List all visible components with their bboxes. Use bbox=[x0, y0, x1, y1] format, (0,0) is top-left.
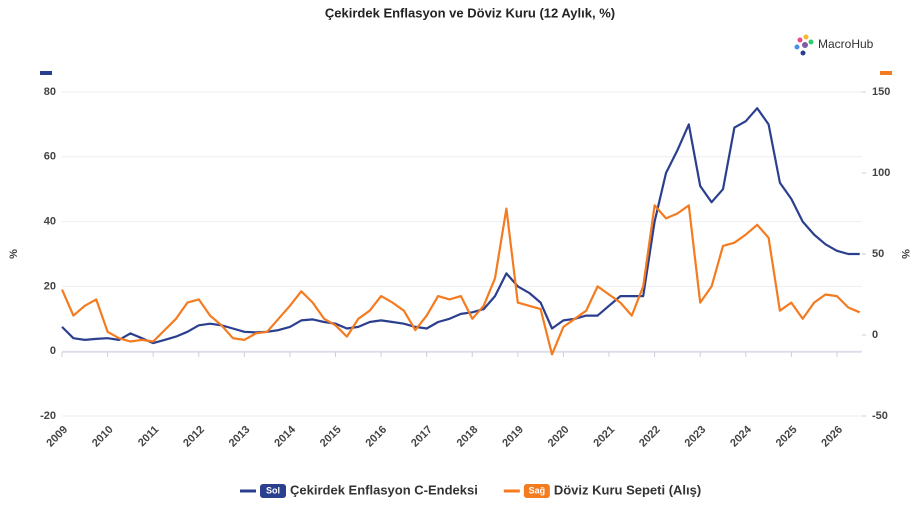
series-line bbox=[60, 204, 861, 356]
x-tick-label: 2012 bbox=[181, 424, 207, 450]
y-tick-label: 0 bbox=[50, 345, 56, 357]
y2-tick-label: -50 bbox=[872, 410, 888, 422]
x-tick-label: 2013 bbox=[227, 424, 253, 450]
watermark: MacroHub bbox=[818, 37, 874, 51]
x-tick-label: 2026 bbox=[819, 424, 845, 450]
y-tick-label: -20 bbox=[40, 410, 56, 422]
y2-tick-label: 0 bbox=[872, 329, 878, 341]
y2-tick-label: 100 bbox=[872, 167, 890, 179]
legend-badge bbox=[260, 484, 286, 498]
x-tick-label: 2015 bbox=[318, 424, 344, 450]
left-axis-marker bbox=[40, 71, 52, 75]
x-tick-label: 2024 bbox=[728, 423, 754, 449]
x-tick-label: 2017 bbox=[409, 424, 435, 450]
y2-tick-label: 50 bbox=[872, 248, 884, 260]
y-tick-label: 40 bbox=[44, 216, 56, 228]
chart-title: Çekirdek Enflasyon ve Döviz Kuru (12 Ayl… bbox=[325, 5, 615, 20]
logo bbox=[794, 34, 814, 56]
x-tick-label: 2019 bbox=[500, 424, 526, 450]
legend-label: Çekirdek Enflasyon C-Endeksi bbox=[290, 482, 478, 497]
x-tick-label: 2011 bbox=[136, 424, 161, 449]
x-tick-label: 2009 bbox=[44, 424, 70, 450]
right-axis-marker bbox=[880, 71, 892, 75]
legend-badge-text: Sol bbox=[266, 485, 280, 495]
y2-axis-label: % bbox=[899, 249, 911, 259]
legend-badge bbox=[523, 484, 550, 498]
x-tick-label: 2021 bbox=[591, 424, 617, 450]
y-tick-label: 60 bbox=[44, 151, 56, 163]
x-tick-label: 2010 bbox=[90, 424, 116, 450]
legend-badge-text: Sağ bbox=[529, 485, 546, 495]
y-axis-label: % bbox=[8, 249, 20, 259]
x-tick-label: 2020 bbox=[546, 424, 572, 450]
y-tick-label: 20 bbox=[44, 280, 56, 292]
y2-tick-label: 150 bbox=[872, 86, 890, 98]
x-tick-label: 2016 bbox=[363, 424, 389, 450]
x-tick-label: 2025 bbox=[774, 424, 800, 450]
legend-label: Döviz Kuru Sepeti (Alış) bbox=[554, 482, 701, 497]
series-line bbox=[61, 107, 860, 345]
x-tick-label: 2014 bbox=[272, 423, 298, 449]
y-tick-label: 80 bbox=[44, 86, 56, 98]
x-tick-label: 2018 bbox=[455, 424, 481, 450]
x-tick-label: 2023 bbox=[683, 424, 709, 450]
x-tick-label: 2022 bbox=[637, 424, 663, 450]
